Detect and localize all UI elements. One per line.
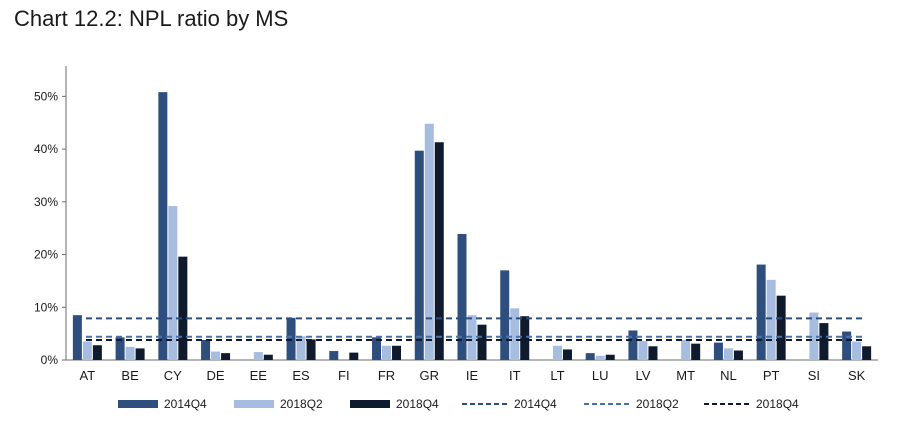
x-tick-label: LU — [592, 368, 609, 383]
x-tick-label: PT — [763, 368, 780, 383]
legend-swatch-2018q2 — [234, 400, 274, 408]
chart-title: Chart 12.2: NPL ratio by MS — [14, 6, 289, 31]
bar-pt-2018q4 — [776, 295, 786, 360]
bar-fi-2014q4 — [329, 351, 339, 360]
x-tick-label: LT — [550, 368, 564, 383]
bar-lu-2018q4 — [605, 354, 615, 360]
y-tick-label: 40% — [34, 142, 58, 156]
x-tick-label: SK — [848, 368, 866, 383]
bar-es-2014q4 — [286, 317, 296, 360]
bar-fr-2018q2 — [382, 345, 392, 360]
legend-label: 2018Q4 — [396, 397, 439, 411]
x-tick-label: LV — [635, 368, 650, 383]
legend-label: 2018Q4 — [756, 397, 799, 411]
bar-pt-2014q4 — [756, 264, 766, 360]
y-tick-label: 10% — [34, 300, 58, 314]
bar-gr-2018q4 — [434, 142, 444, 360]
bar-es-2018q4 — [306, 339, 316, 360]
x-tick-label: IE — [466, 368, 479, 383]
bar-cy-2018q4 — [178, 256, 188, 360]
x-tick-label: CY — [164, 368, 182, 383]
bar-it-2014q4 — [500, 270, 510, 360]
x-tick-label: MT — [676, 368, 695, 383]
bar-de-2018q4 — [221, 353, 231, 360]
bar-si-2018q4 — [819, 323, 829, 360]
x-tick-label: GR — [420, 368, 440, 383]
x-tick-label: EE — [250, 368, 268, 383]
x-tick-label: AT — [80, 368, 96, 383]
x-tick-label: DE — [207, 368, 225, 383]
legend-swatch-2018q4 — [350, 400, 390, 408]
y-tick-label: 20% — [34, 248, 58, 262]
bar-es-2018q2 — [296, 336, 306, 360]
x-tick-label: NL — [720, 368, 737, 383]
bar-gr-2014q4 — [414, 150, 424, 360]
bar-de-2018q2 — [211, 351, 221, 360]
bar-de-2014q4 — [201, 339, 211, 360]
bar-be-2014q4 — [115, 337, 125, 360]
bar-sk-2014q4 — [842, 331, 852, 360]
x-tick-label: FI — [338, 368, 350, 383]
legend-label: 2014Q4 — [164, 397, 207, 411]
bar-be-2018q4 — [135, 348, 145, 360]
bar-lt-2018q4 — [562, 349, 572, 360]
bar-cy-2014q4 — [158, 92, 168, 361]
bar-ie-2018q4 — [477, 324, 487, 360]
y-tick-label: 0% — [41, 353, 59, 367]
bar-nl-2018q2 — [723, 348, 733, 360]
bar-lv-2018q2 — [638, 341, 648, 360]
bar-fr-2014q4 — [372, 337, 382, 360]
bar-ee-2018q4 — [263, 354, 273, 360]
bar-sk-2018q2 — [852, 341, 862, 360]
x-tick-label: SI — [808, 368, 820, 383]
legend-swatch-2014q4 — [118, 400, 158, 408]
bar-at-2018q2 — [82, 341, 92, 360]
x-tick-label: FR — [378, 368, 395, 383]
bar-mt-2018q4 — [691, 343, 701, 360]
x-tick-label: BE — [121, 368, 139, 383]
bar-it-2018q2 — [510, 308, 520, 360]
y-tick-label: 30% — [34, 195, 58, 209]
legend-label: 2014Q4 — [514, 397, 557, 411]
bar-be-2018q2 — [125, 346, 135, 360]
x-tick-label: IT — [509, 368, 521, 383]
bar-ee-2018q2 — [253, 352, 263, 360]
bar-nl-2014q4 — [713, 342, 723, 360]
y-tick-label: 50% — [34, 89, 58, 103]
legend-label: 2018Q2 — [280, 397, 323, 411]
bar-sk-2018q4 — [862, 346, 872, 360]
x-tick-label: ES — [292, 368, 310, 383]
bar-cy-2018q2 — [168, 206, 178, 360]
bar-si-2018q2 — [809, 312, 819, 360]
bar-ie-2014q4 — [457, 233, 467, 360]
bar-gr-2018q2 — [424, 123, 434, 360]
bar-fr-2018q4 — [392, 345, 402, 360]
bar-pt-2018q2 — [766, 279, 776, 360]
legend-label: 2018Q2 — [636, 397, 679, 411]
bar-lt-2018q2 — [552, 345, 562, 360]
bar-nl-2018q4 — [733, 350, 743, 360]
bar-it-2018q4 — [520, 316, 530, 360]
bar-at-2018q4 — [92, 345, 102, 360]
bar-at-2014q4 — [72, 315, 82, 360]
bar-fi-2018q4 — [349, 352, 359, 360]
bar-lu-2018q2 — [595, 355, 605, 360]
bar-mt-2018q2 — [681, 339, 691, 360]
bar-lv-2014q4 — [628, 330, 638, 360]
bar-lu-2014q4 — [585, 353, 595, 360]
bar-lv-2018q4 — [648, 346, 658, 360]
